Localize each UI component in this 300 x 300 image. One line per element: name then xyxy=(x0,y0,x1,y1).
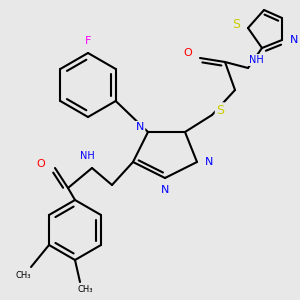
Text: N: N xyxy=(136,122,144,132)
Text: O: O xyxy=(184,48,192,58)
Text: S: S xyxy=(216,103,224,116)
Text: NH: NH xyxy=(249,55,263,65)
Text: CH₃: CH₃ xyxy=(77,286,93,295)
Text: N: N xyxy=(205,157,213,167)
Text: O: O xyxy=(37,159,45,169)
Text: S: S xyxy=(232,17,240,31)
Text: F: F xyxy=(85,36,91,46)
Text: N: N xyxy=(290,35,298,45)
Text: NH: NH xyxy=(80,151,94,161)
Text: CH₃: CH₃ xyxy=(15,271,31,280)
Text: N: N xyxy=(161,185,169,195)
